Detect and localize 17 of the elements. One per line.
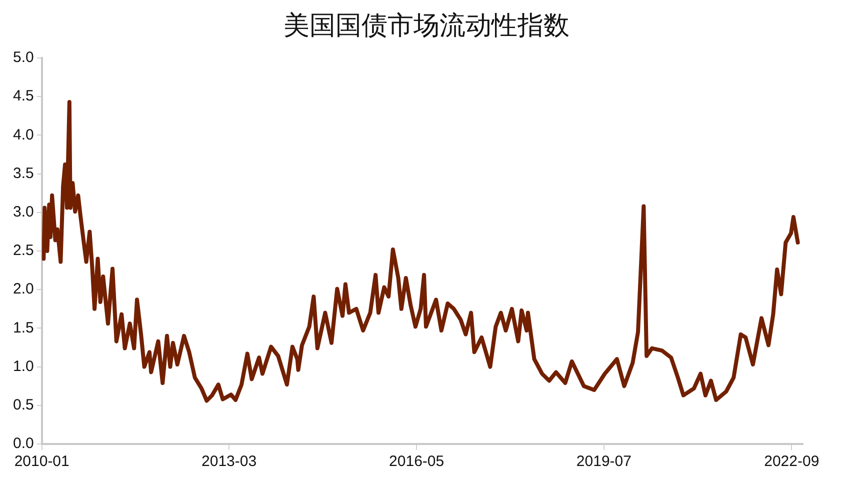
y-tick-label: 0.0 [12, 435, 34, 452]
y-tick-label: 2.0 [12, 280, 34, 298]
chart-title: 美国国债市场流动性指数 [282, 10, 570, 42]
y-tick-label: 3.5 [12, 164, 34, 182]
y-tick-label: 0.5 [12, 396, 34, 414]
y-tick-label: 4.5 [12, 88, 34, 105]
y-tick-label: 2.5 [12, 242, 34, 260]
x-tick-label: 2022-09 [764, 453, 820, 470]
y-tick-label: 3.0 [12, 204, 34, 221]
x-tick-label: 2019-07 [576, 453, 632, 470]
y-tick-label: 1.0 [12, 358, 34, 375]
x-tick-label: 2013-03 [202, 453, 257, 470]
y-tick-label: 1.5 [12, 319, 34, 336]
x-tick-label: 2010-01 [14, 453, 70, 470]
y-tick-label: 4.0 [12, 126, 34, 144]
x-tick-label: 2016-05 [389, 453, 444, 470]
y-tick-label: 5.0 [12, 49, 34, 66]
